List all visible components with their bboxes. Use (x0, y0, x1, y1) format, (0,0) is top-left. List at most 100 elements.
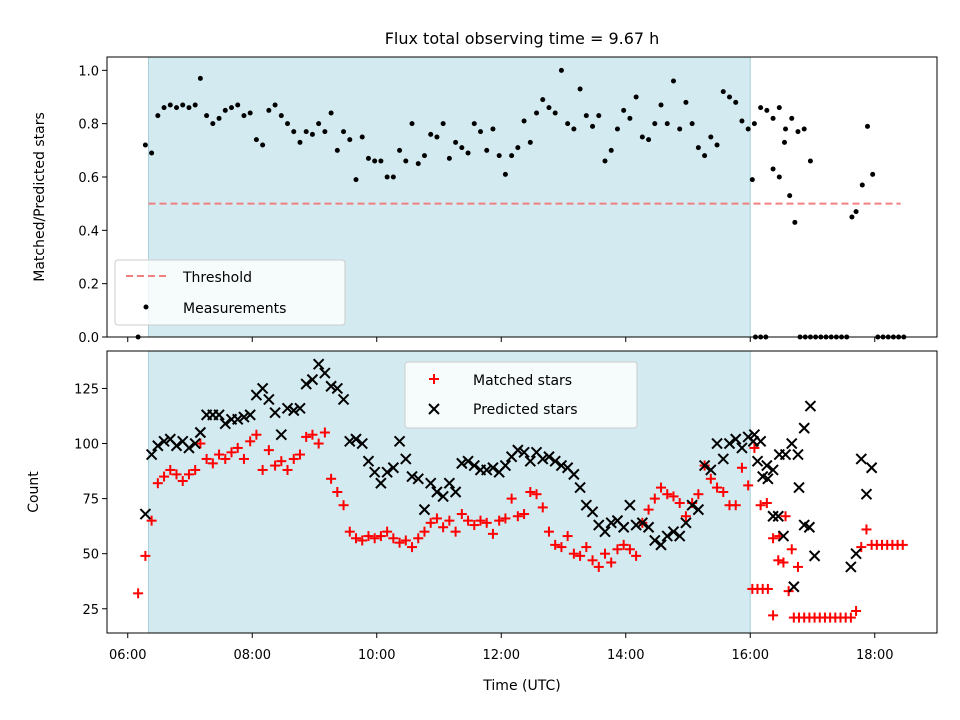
predicted-x-b (860, 488, 873, 500)
legend-matched-swatch (429, 374, 439, 384)
matched-star-point (159, 471, 170, 482)
predicted-star-point (362, 455, 375, 467)
predicted-x-b (331, 382, 344, 395)
predicted-star-point (393, 435, 406, 448)
measurement-point (745, 126, 751, 132)
predicted-star-point (777, 530, 790, 542)
measurement-point (390, 174, 396, 180)
matched-stars-points (133, 427, 908, 623)
predicted-x-b (642, 521, 655, 533)
predicted-star-point (387, 462, 400, 474)
matched-star-point (400, 535, 411, 546)
predicted-x-b (698, 459, 711, 472)
predicted-x-b (593, 519, 605, 531)
matched-star-point (475, 515, 486, 526)
predicted-star-point (786, 437, 798, 450)
measurement-point (180, 102, 186, 108)
matched-star-point (587, 555, 598, 566)
matched-star-point (512, 511, 523, 522)
predicted-x-b (288, 404, 300, 417)
legend-predicted-label: Predicted stars (473, 402, 578, 418)
measurement-point (149, 150, 155, 156)
matched-star-point (232, 442, 243, 453)
predicted-star-point (158, 435, 170, 448)
predicted-star-point (356, 437, 368, 450)
matched-star-point (190, 464, 201, 475)
predicted-star-point (244, 409, 256, 421)
predicted-star-point (642, 521, 655, 533)
predicted-star-point (855, 453, 867, 465)
measurement-point (783, 126, 789, 132)
predicted-x-b (804, 400, 817, 412)
matched-star-point (768, 610, 779, 621)
predicted-x-b (449, 486, 462, 498)
matched-star-point (431, 513, 442, 524)
predicted-star-point (350, 433, 362, 445)
predicted-x-b (337, 393, 350, 406)
measurement-point (602, 158, 608, 164)
measurement-point (186, 105, 192, 111)
matched-star-point (388, 533, 399, 544)
predicted-x-b (705, 464, 717, 476)
predicted-x-b (368, 466, 381, 478)
matched-star-point (755, 500, 766, 511)
predicted-star-point (736, 442, 748, 454)
measurement-point (341, 129, 347, 135)
measurement-point (683, 99, 689, 105)
matched-star-point (568, 548, 579, 559)
predicted-x-b (152, 440, 164, 452)
predicted-star-point (219, 417, 231, 430)
top-y-tick-label: 0.8 (78, 118, 99, 133)
measurement-point (229, 105, 234, 111)
predicted-star-point (767, 510, 779, 522)
matched-star-point (786, 544, 797, 555)
predicted-star-point (269, 406, 281, 419)
measurement-point (378, 158, 384, 164)
measurement-point (222, 107, 228, 113)
bottom-y-tick-label: 25 (82, 603, 99, 618)
predicted-x-b (512, 444, 524, 456)
matched-star-point (649, 493, 660, 504)
matched-star-point (382, 526, 393, 537)
predicted-star-point (238, 411, 250, 423)
matched-star-point (375, 531, 386, 542)
predicted-x-b (281, 402, 294, 414)
top-plot-frame (106, 56, 938, 338)
predicted-x-b (244, 409, 256, 421)
matched-star-point (419, 526, 430, 537)
measurement-point (285, 121, 291, 127)
measurement-point (801, 126, 807, 132)
measurement-point (708, 134, 714, 140)
predicted-x-b (624, 499, 636, 511)
predicted-star-point (412, 473, 424, 485)
measurement-point (596, 113, 602, 119)
top-y-tick-label: 0.4 (78, 224, 99, 239)
predicted-star-point (599, 525, 611, 538)
measurement-point (770, 115, 776, 121)
measurement-point (781, 139, 787, 145)
matched-star-point (897, 539, 908, 550)
predicted-star-point (649, 534, 661, 547)
matched-star-point (146, 515, 157, 526)
predicted-x-b (756, 470, 769, 483)
predicted-star-point (524, 455, 537, 467)
predicted-x-b (636, 517, 649, 529)
predicted-star-point (717, 453, 729, 465)
predicted-x-b (400, 453, 412, 465)
measurements-points (135, 67, 907, 340)
x-tick-label: 16:00 (732, 648, 769, 663)
predicted-x-b (406, 470, 418, 483)
measurement-point (440, 121, 446, 127)
predicted-x-b (381, 466, 393, 478)
predicted-star-point (845, 561, 857, 573)
measurement-point (446, 155, 452, 161)
measurement-point (749, 177, 755, 183)
predicted-x-b (630, 519, 642, 531)
predicted-star-point (624, 499, 636, 511)
matched-star-point (780, 511, 791, 522)
matched-star-point (761, 498, 772, 509)
predicted-star-point (798, 422, 810, 434)
measurement-point (546, 105, 552, 111)
predicted-x-b (530, 446, 543, 459)
predicted-star-point (568, 468, 580, 481)
